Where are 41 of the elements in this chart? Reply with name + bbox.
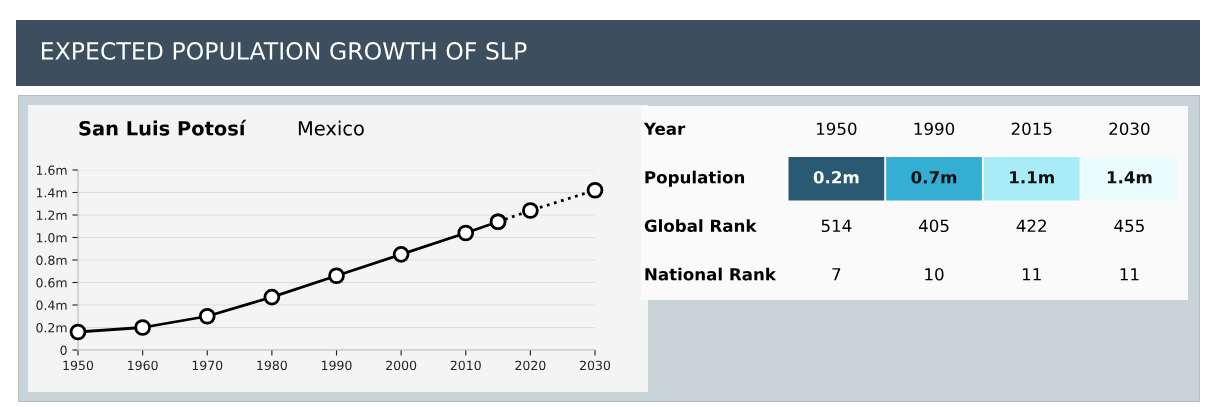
x-tick-label: 1960 — [128, 360, 158, 371]
data-label: 10 — [925, 267, 944, 281]
data-label: 11 — [1022, 268, 1041, 281]
data-label: 0.2m — [813, 170, 859, 184]
data-label: 405 — [918, 219, 949, 233]
category-label: 2030 — [1109, 122, 1150, 136]
text: Mexico — [298, 120, 364, 136]
category-label: Global Rank — [644, 219, 757, 233]
y-tick-label: 0.8m — [36, 255, 67, 265]
y-tick-label: 1.4m — [36, 188, 67, 198]
x-tick-label: 2000 — [386, 360, 417, 371]
x-tick-label: 2020 — [515, 360, 546, 371]
x-tick-label: 1970 — [192, 360, 223, 371]
y-tick-label: 0.4m — [36, 300, 67, 310]
category-label: National Rank — [645, 267, 777, 281]
data-label: 514 — [821, 219, 852, 233]
chart-subtitle: San Luis Potosí — [79, 119, 247, 136]
data-label: 1.4m — [1107, 171, 1152, 184]
y-tick-label: 0 — [60, 345, 67, 355]
y-tick-label: 0.6m — [36, 277, 67, 288]
x-tick-label: 1990 — [321, 360, 352, 371]
y-tick-label: 1.0m — [36, 232, 67, 243]
data-label: 7 — [832, 268, 841, 281]
y-tick-label: 0.2m — [36, 322, 67, 333]
category-label: 1950 — [816, 122, 857, 136]
category-label: Population — [645, 170, 745, 187]
data-label: 455 — [1114, 219, 1144, 233]
data-label: 0.7m — [911, 170, 957, 184]
chart-title: EXPECTED POPULATION GROWTH OF SLP — [42, 41, 527, 60]
data-label: 422 — [1016, 219, 1046, 232]
x-tick-label: 1950 — [63, 360, 94, 371]
data-label: 11 — [1120, 268, 1139, 281]
x-tick-label: 2030 — [580, 360, 611, 371]
x-tick-label: 1980 — [257, 360, 287, 371]
data-label: 1.1m — [1010, 171, 1054, 184]
category-label: 1990 — [914, 122, 955, 136]
category-label: 2015 — [1011, 122, 1052, 136]
x-tick-label: 2010 — [450, 360, 481, 371]
text: Year — [643, 122, 686, 136]
y-tick-label: 1.6m — [36, 165, 67, 175]
y-tick-label: 1.2m — [36, 210, 67, 220]
